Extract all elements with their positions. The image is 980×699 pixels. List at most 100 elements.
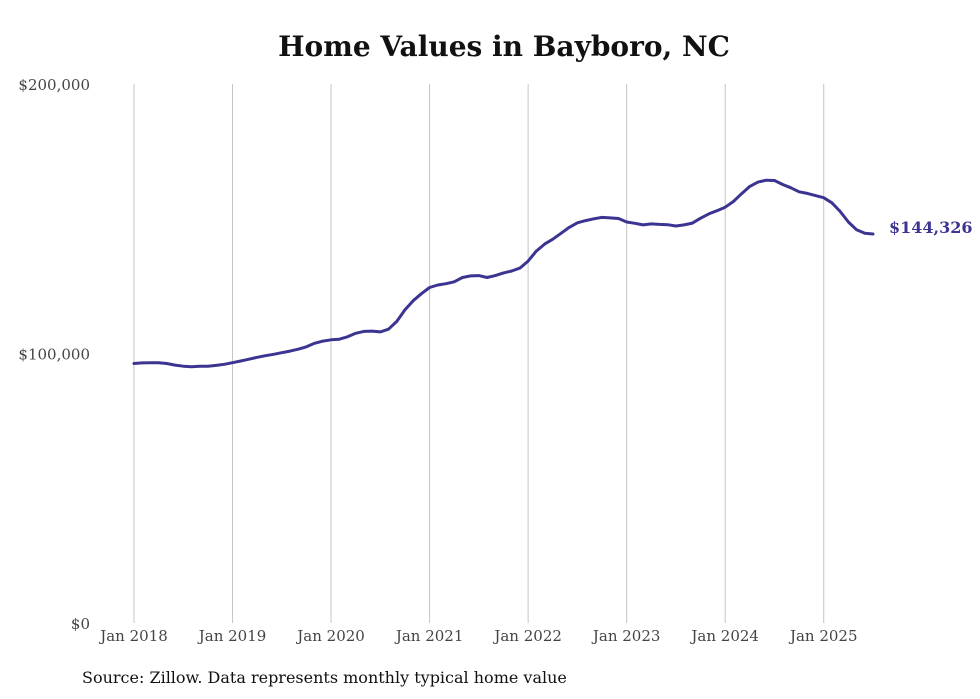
x-tick-label: Jan 2019	[197, 627, 267, 645]
data-point	[428, 286, 431, 289]
x-tick-label: Jan 2025	[788, 627, 858, 645]
data-point	[346, 335, 349, 338]
data-point	[412, 299, 415, 302]
data-point	[568, 226, 571, 229]
data-point	[370, 329, 374, 333]
data-point	[559, 232, 563, 235]
data-point	[781, 183, 784, 186]
data-point	[592, 217, 595, 220]
x-tick-label: Jan 2020	[295, 627, 365, 645]
data-point	[855, 228, 858, 231]
data-point	[403, 308, 407, 311]
data-point	[173, 363, 177, 367]
data-point	[444, 282, 448, 285]
data-point	[724, 206, 727, 209]
x-tick-label: Jan 2018	[98, 627, 168, 645]
data-point	[214, 364, 218, 367]
data-point	[190, 365, 193, 368]
data-point	[609, 216, 612, 220]
data-point	[477, 274, 481, 277]
data-point	[313, 342, 316, 345]
data-point	[132, 362, 136, 365]
y-axis-tick-labels: $0 $100,000 $200,000	[18, 76, 90, 633]
data-point	[453, 280, 456, 283]
x-tick-label: Jan 2024	[689, 627, 759, 645]
y-tick-label: $0	[71, 615, 90, 633]
data-point	[740, 192, 743, 195]
data-point	[543, 242, 546, 246]
y-tick-label: $200,000	[18, 76, 90, 94]
data-point	[198, 365, 201, 368]
data-point	[535, 249, 538, 253]
data-point	[223, 363, 226, 366]
data-point	[765, 179, 768, 182]
data-point	[362, 330, 366, 333]
x-tick-label: Jan 2022	[492, 627, 562, 645]
x-tick-label: Jan 2021	[394, 627, 464, 645]
data-point	[715, 209, 719, 212]
data-point	[354, 332, 357, 335]
data-point	[584, 219, 587, 222]
source-note: Source: Zillow. Data represents monthly …	[82, 668, 567, 687]
data-point	[469, 274, 472, 278]
data-point	[305, 345, 308, 348]
data-point	[674, 224, 678, 228]
data-point	[756, 180, 760, 184]
data-point	[814, 194, 817, 197]
data-point	[839, 210, 842, 213]
data-point	[748, 185, 751, 188]
data-point	[379, 330, 382, 334]
data-point	[797, 190, 801, 193]
data-point	[247, 358, 251, 361]
data-point	[830, 201, 834, 204]
data-point	[682, 223, 686, 227]
data-point	[625, 220, 628, 224]
data-point	[231, 361, 234, 364]
x-axis-tick-labels: Jan 2018 Jan 2019 Jan 2020 Jan 2021 Jan 2022…	[98, 627, 857, 645]
data-point	[863, 232, 866, 235]
data-point	[165, 362, 168, 365]
data-point	[272, 353, 275, 356]
chart-title: Home Values in Bayboro, NC	[278, 30, 730, 63]
data-point	[658, 223, 661, 226]
data-point	[329, 338, 333, 341]
data-point	[551, 238, 554, 241]
data-point	[789, 186, 793, 189]
data-point	[822, 196, 825, 199]
end-value-label: $144,326	[889, 218, 973, 237]
data-point	[297, 348, 300, 351]
data-point	[149, 361, 152, 364]
data-point	[806, 192, 809, 195]
data-point	[206, 365, 210, 368]
data-point	[699, 217, 702, 220]
data-point	[707, 212, 710, 216]
data-point	[239, 359, 242, 363]
data-point	[871, 232, 875, 236]
data-point	[280, 351, 283, 354]
data-point	[436, 283, 439, 287]
data-point	[157, 361, 160, 364]
data-points	[132, 179, 875, 368]
data-point	[288, 349, 292, 353]
grid-lines	[133, 84, 825, 623]
data-point	[732, 200, 735, 203]
data-point	[641, 223, 645, 227]
data-point	[256, 356, 259, 359]
data-point	[264, 354, 267, 357]
data-point	[518, 266, 522, 270]
y-tick-label: $100,000	[18, 346, 90, 364]
data-point	[576, 221, 579, 224]
data-point	[321, 339, 325, 343]
data-point	[395, 320, 398, 323]
data-point	[691, 221, 694, 225]
data-point	[461, 276, 464, 279]
data-point	[666, 223, 669, 226]
data-point	[494, 274, 497, 277]
data-point	[510, 269, 513, 273]
data-point	[633, 222, 637, 225]
data-point	[485, 276, 489, 279]
data-point	[338, 338, 341, 341]
data-point	[773, 179, 776, 182]
data-point	[847, 220, 850, 224]
